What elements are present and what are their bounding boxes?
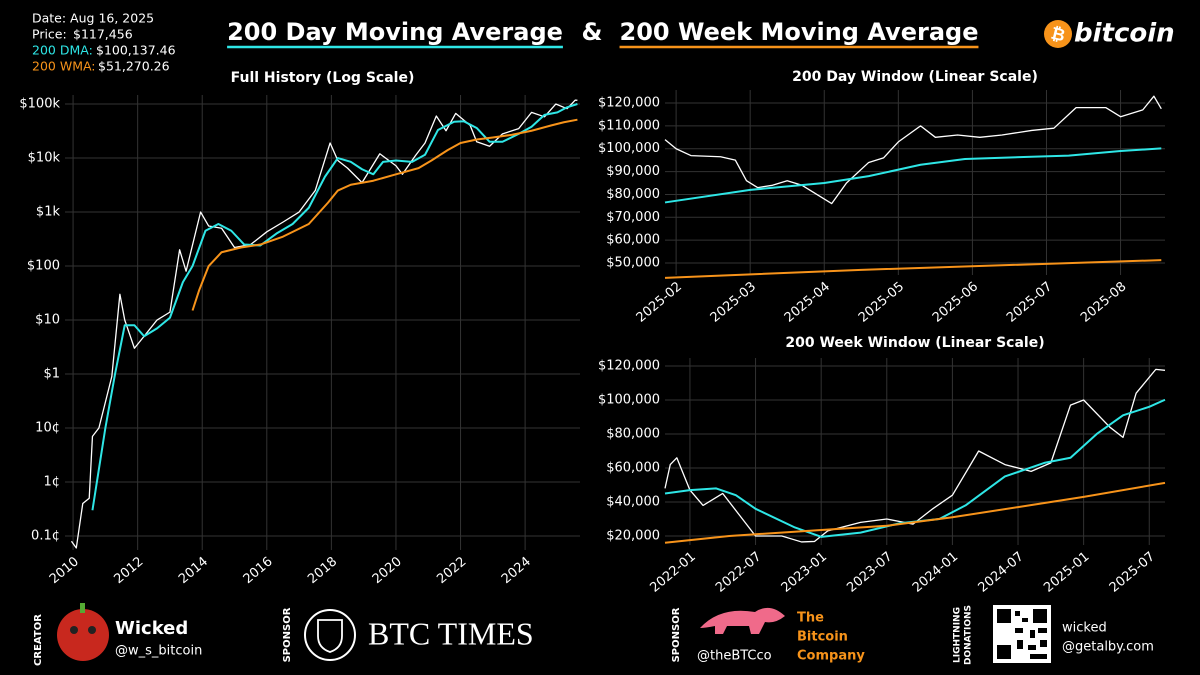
y-tick-label: 0.1¢ xyxy=(31,528,60,543)
footer: CREATOR Wicked @w_s_bitcoin SPONSOR BTC … xyxy=(33,603,1154,666)
donation-host: @getalby.com xyxy=(1062,640,1154,655)
avatar-leaf xyxy=(80,603,85,613)
chart-title: Full History (Log Scale) xyxy=(231,70,415,86)
y-tick-label: $80,000 xyxy=(606,426,660,441)
donation-label: LIGHTNING xyxy=(953,607,963,663)
sponsor-shield xyxy=(317,619,343,653)
wma-label: 200 WMA: xyxy=(32,59,96,74)
series-line xyxy=(664,259,1162,279)
series-line xyxy=(664,95,1162,205)
y-tick-label: $20,000 xyxy=(606,528,660,543)
title-left: 200 Day Moving Average xyxy=(227,18,563,46)
sponsor-label: SPONSOR xyxy=(671,607,682,662)
series-line xyxy=(91,103,578,511)
creator-handle: @w_s_bitcoin xyxy=(115,644,202,659)
sponsor-icon xyxy=(700,607,785,634)
date: Date: Aug 16, 2025 xyxy=(32,11,154,26)
y-tick-label: $50,000 xyxy=(606,256,660,271)
sponsor-logo xyxy=(304,609,356,661)
y-tick-label: $90,000 xyxy=(606,164,660,179)
sponsor-name: BTC TIMES xyxy=(368,615,534,651)
logo-icon xyxy=(1044,20,1072,48)
donation-name: wicked xyxy=(1062,621,1107,636)
y-tick-label: 1¢ xyxy=(43,474,60,489)
dma-label: 200 DMA: xyxy=(32,43,93,58)
avatar xyxy=(57,609,109,661)
sponsor-label: SPONSOR xyxy=(282,607,293,662)
y-tick-label: $120,000 xyxy=(598,96,660,111)
y-tick-label: $60,000 xyxy=(606,233,660,248)
series-line xyxy=(664,368,1166,543)
donation-label: DONATIONS xyxy=(964,605,974,665)
series-line xyxy=(664,481,1166,544)
creator-name: Wicked xyxy=(115,618,188,639)
header: Date: Aug 16, 2025 Price: $117,456 200 D… xyxy=(32,11,1175,74)
sponsor-name: Company xyxy=(797,649,865,664)
y-tick-label: $70,000 xyxy=(606,210,660,225)
y-tick-label: $1 xyxy=(43,367,60,382)
logo-symbol: ₿ xyxy=(1049,24,1067,47)
avatar-eye xyxy=(70,626,78,634)
y-tick-label: $10k xyxy=(28,151,61,166)
price: $117,456 xyxy=(73,27,133,42)
y-tick-label: $40,000 xyxy=(606,494,660,509)
y-tick-label: $80,000 xyxy=(606,187,660,202)
y-tick-label: $60,000 xyxy=(606,460,660,475)
y-tick-label: 10¢ xyxy=(35,420,60,435)
sponsor-name: The xyxy=(797,611,824,626)
avatar-eye xyxy=(88,626,96,634)
title-right: 200 Week Moving Average xyxy=(620,18,979,46)
y-tick-label: $100k xyxy=(19,97,60,112)
series-line xyxy=(191,118,578,311)
chart-title: 200 Week Window (Linear Scale) xyxy=(785,335,1044,351)
chart-title: 200 Day Window (Linear Scale) xyxy=(792,69,1038,85)
title-amp: & xyxy=(582,18,603,46)
logo-text: bitcoin xyxy=(1074,19,1175,49)
y-tick-label: $100,000 xyxy=(598,141,660,156)
y-tick-label: $10 xyxy=(35,313,60,328)
price-label: Price: xyxy=(32,27,67,42)
y-tick-label: $120,000 xyxy=(598,358,660,373)
series-line xyxy=(664,147,1162,204)
y-tick-label: $100,000 xyxy=(598,392,660,407)
qr-pattern xyxy=(997,609,1047,659)
sponsor-handle: @theBTCco xyxy=(697,649,772,664)
y-tick-label: $110,000 xyxy=(598,118,660,133)
creator-label: CREATOR xyxy=(33,614,44,666)
y-tick-label: $1k xyxy=(36,205,61,220)
series-line xyxy=(70,99,578,549)
y-tick-label: $100 xyxy=(27,259,60,274)
wma: $51,270.26 xyxy=(98,59,170,74)
dma: $100,137.46 xyxy=(96,43,176,58)
sponsor-name: Bitcoin xyxy=(797,630,848,645)
